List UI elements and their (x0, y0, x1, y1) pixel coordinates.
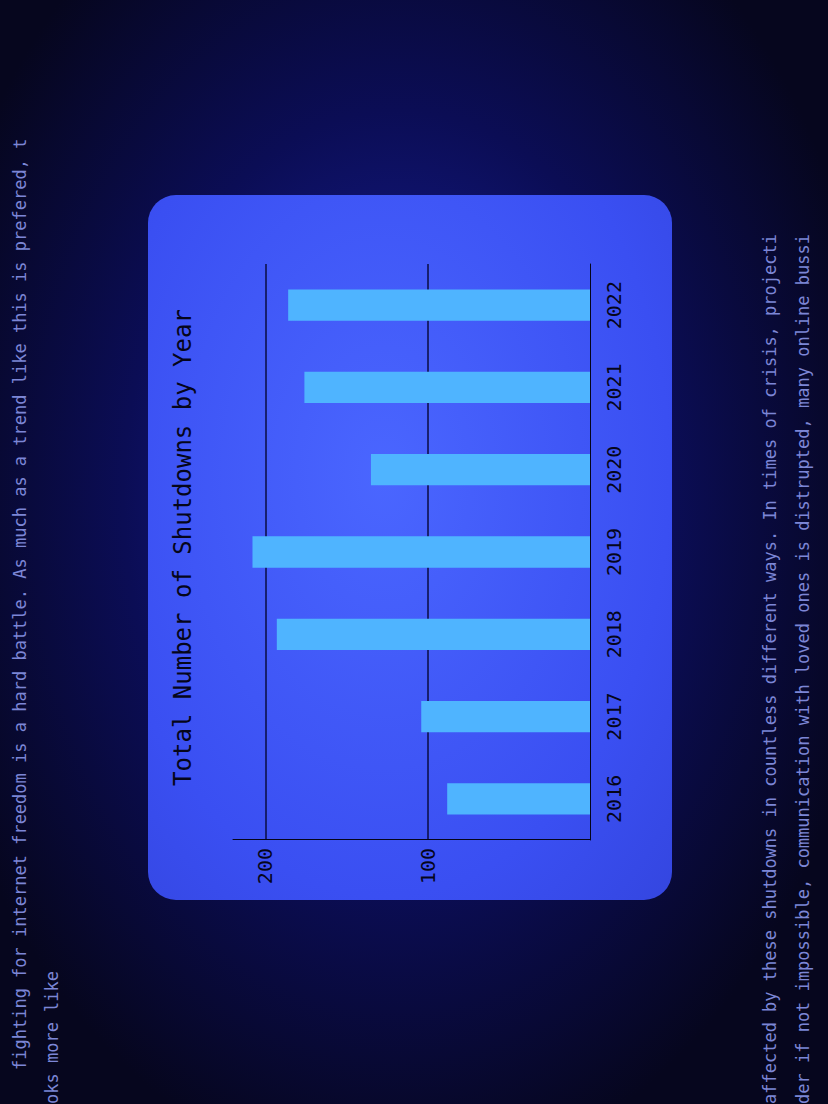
svg-text:2018: 2018 (602, 610, 626, 658)
svg-text:2022: 2022 (602, 281, 626, 329)
html-text:der if not impossible, communi: der if not impossible, communication wit… (793, 234, 813, 1104)
svg-text:2021: 2021 (602, 363, 626, 411)
svg-text:100: 100 (416, 848, 440, 884)
html-text:affected by these shutdowns in: affected by these shutdowns in countless… (760, 234, 780, 1104)
svg-text:2016: 2016 (602, 775, 626, 823)
svg-text:2020: 2020 (602, 446, 626, 494)
html-text:oks more like: oks more like (42, 970, 62, 1104)
svg-text:200: 200 (253, 848, 277, 884)
svg-text:2019: 2019 (602, 528, 626, 576)
svg-text:Total Number of Shutdowns by Y: Total Number of Shutdowns by Year (169, 309, 197, 786)
html-text:fighting for internet freedom: fighting for internet freedom is a hard … (10, 138, 30, 1070)
svg-text:2017: 2017 (602, 692, 626, 740)
